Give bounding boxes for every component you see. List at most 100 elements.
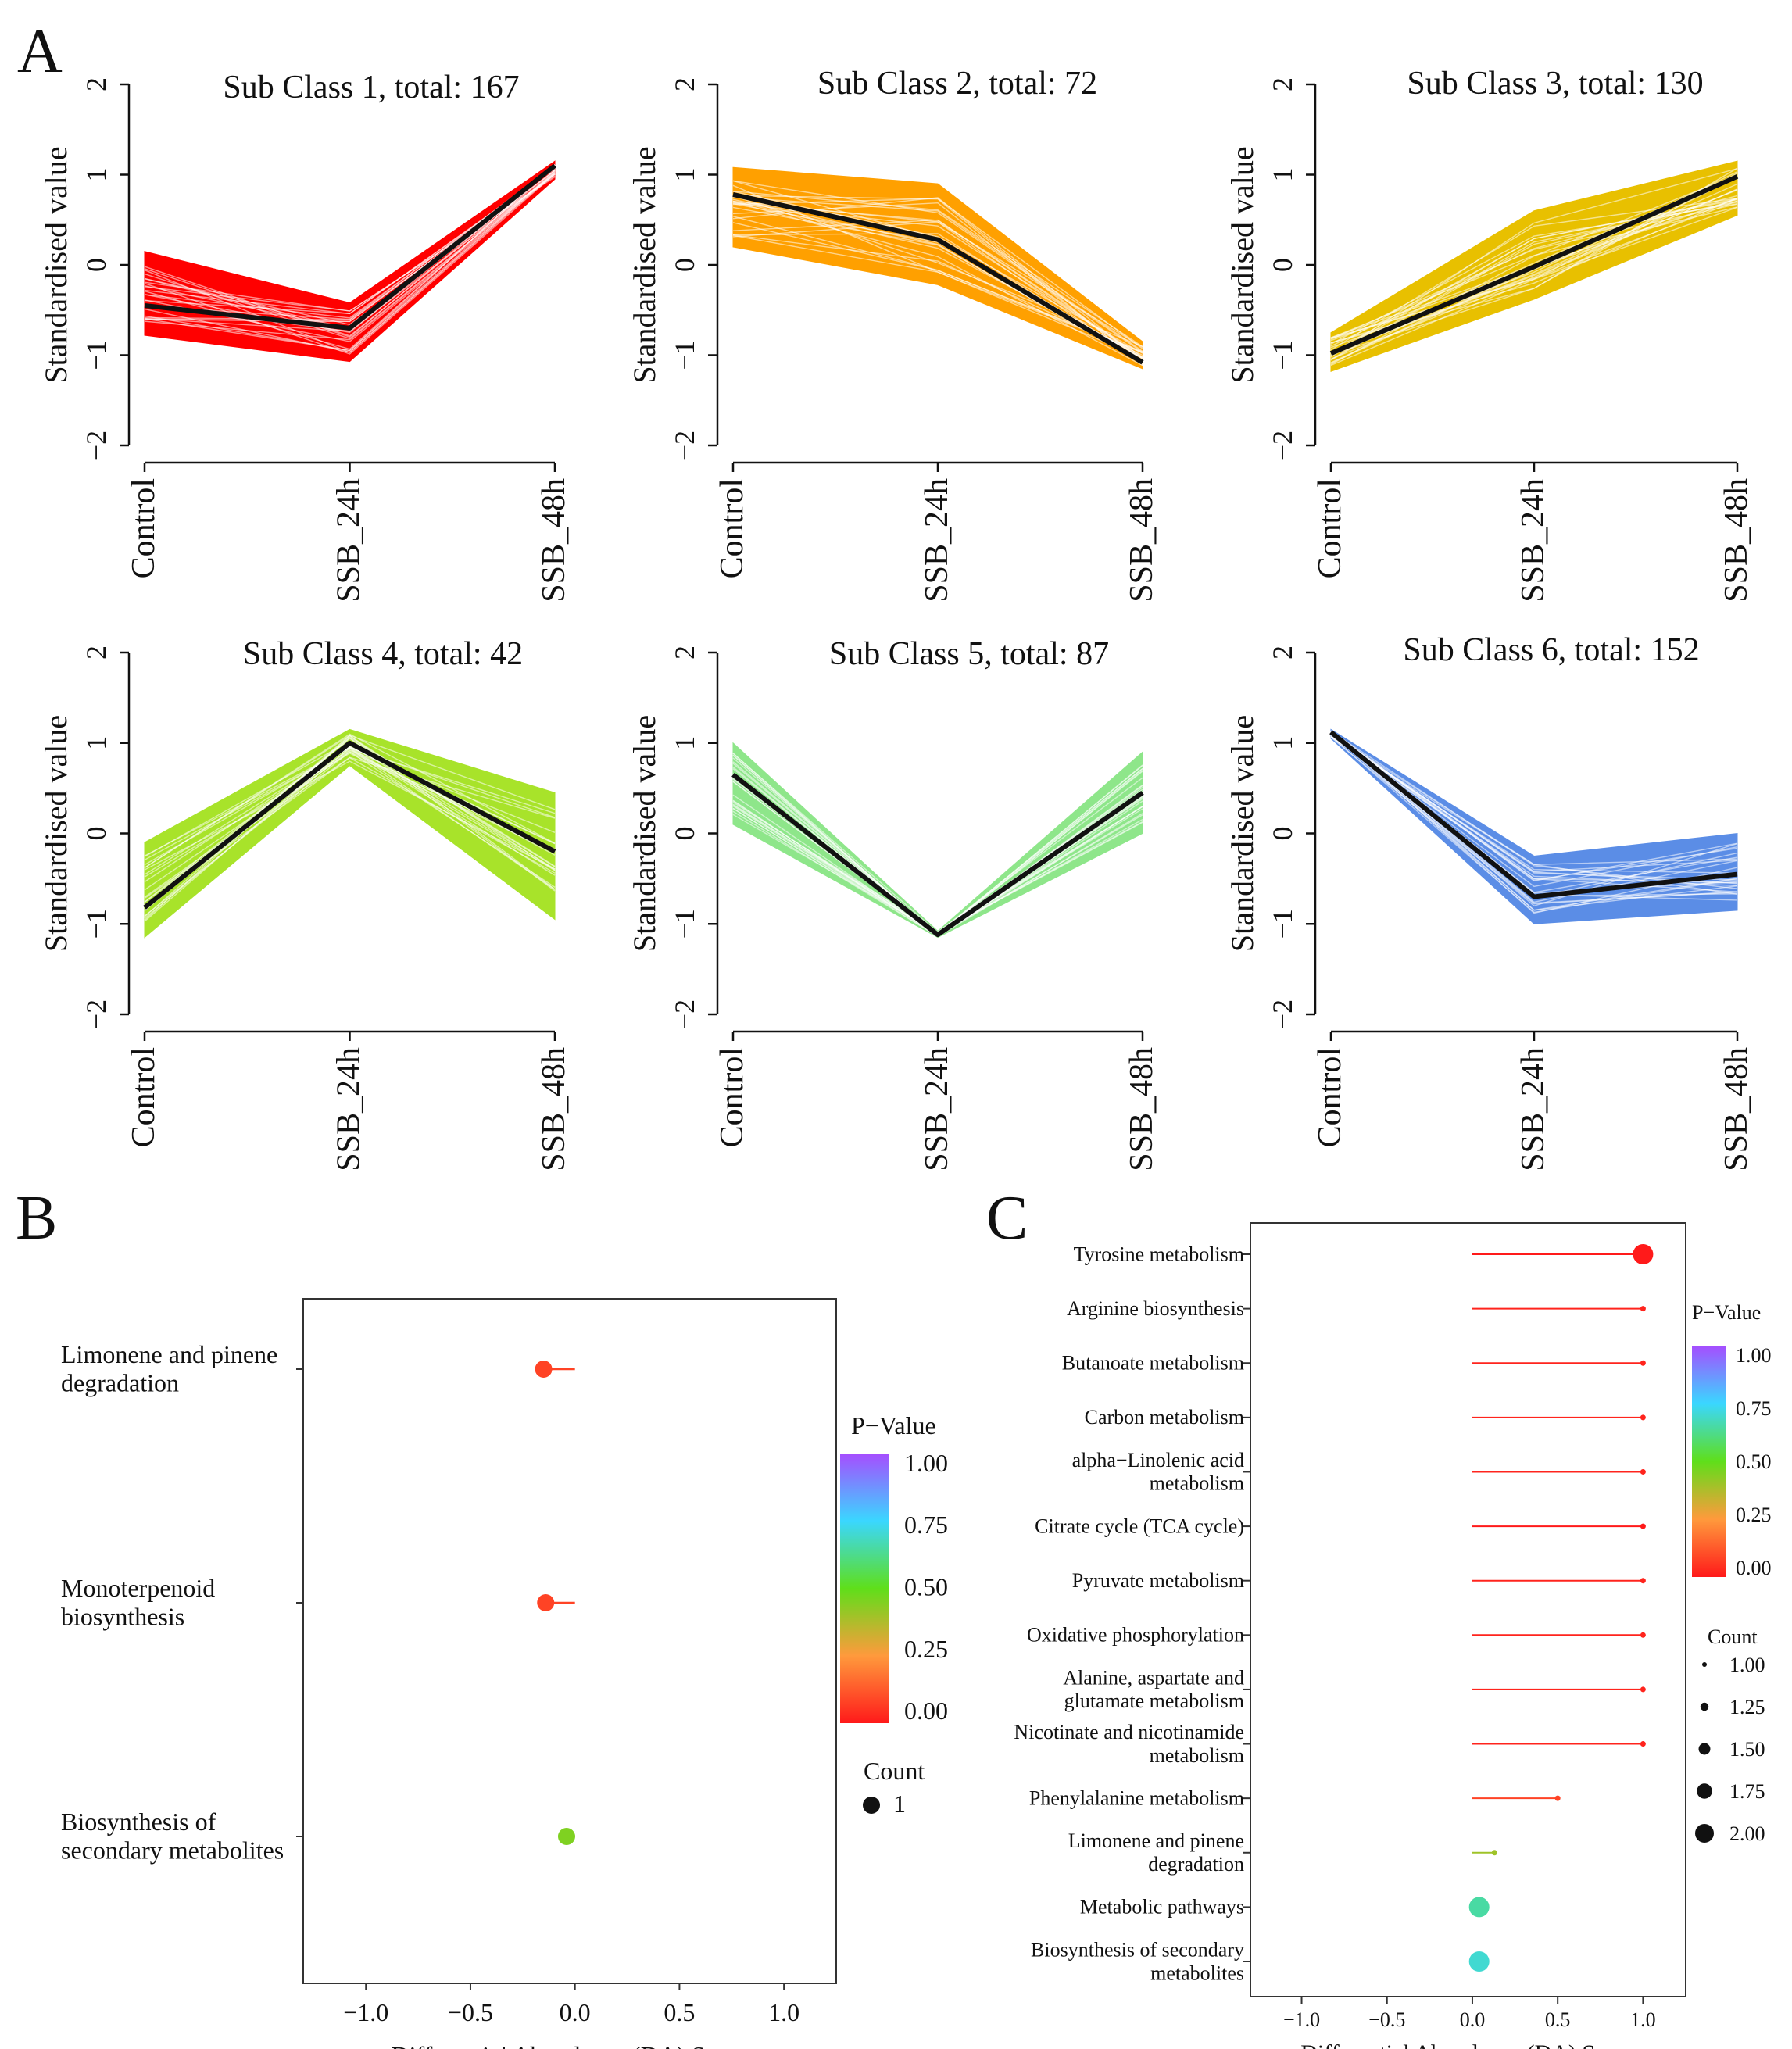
pathway-label: Butanoate metabolism [1062,1352,1244,1375]
profile-line [1330,200,1738,339]
pathway-label: Limonene and pinene [61,1340,277,1368]
pathway-label: biosynthesis [61,1603,184,1631]
pathway-label: degradation [1148,1853,1244,1876]
x-tick-label: 0.0 [560,1998,591,2026]
y-tick-label: 0 [80,258,112,272]
legend-pvalue-tick: 0.50 [904,1573,948,1601]
profile-line [732,219,1143,358]
pathway-label: Pyruvate metabolism [1072,1569,1244,1592]
profile-line [1330,188,1738,360]
x-tick-label: SSB_24h [331,478,367,603]
profile-line [1330,731,1738,911]
y-tick-label: 0 [1267,827,1298,841]
legend-colorbar [1692,1346,1726,1577]
y-tick-label: 2 [669,645,700,660]
profile-line [732,201,1143,367]
data-point [1640,1632,1646,1638]
legend-count-label: 1.75 [1729,1780,1765,1803]
data-point [1640,1578,1646,1584]
x-tick-label: 1.0 [768,1998,799,2026]
profile-line [144,749,556,891]
y-tick-label: 1 [80,736,112,750]
data-point [557,1828,575,1845]
mean-line [1329,730,1738,899]
y-tick-label: −2 [669,431,700,460]
chart-title: Sub Class 4, total: 42 [243,636,523,672]
y-axis-title: Standardised value [1225,146,1260,383]
y-tick-label: 1 [1267,168,1298,182]
x-tick-label: Control [714,1047,750,1147]
profile-line [1330,733,1738,896]
profile-line [732,221,1143,349]
profile-line [1330,198,1738,356]
pathway-label: metabolism [1150,1472,1244,1495]
x-tick-label: SSB_24h [331,1047,367,1171]
legend-pvalue-tick: 1.00 [904,1449,948,1477]
legend-count-label: 2.00 [1729,1822,1765,1845]
profile-line [144,176,556,312]
profile-line [144,736,556,917]
subclass-6-chart: −2 −1 0 1 2 Standardised value Control SSB_24h S… [1225,632,1754,1171]
y-tick-label: 1 [669,736,700,750]
data-point [1640,1306,1646,1312]
data-point [1554,1795,1561,1801]
y-tick-label: −1 [80,909,112,939]
x-tick-label: Control [1312,1047,1348,1147]
data-point [1640,1360,1646,1366]
y-tick-label: 0 [669,258,700,272]
legend-count-dot [1702,1662,1707,1667]
x-tick-label: 0.0 [1460,2008,1486,2031]
x-tick-label: 0.5 [664,1998,695,2026]
data-point [1468,1897,1490,1918]
pathway-label: metabolism [1150,1744,1244,1767]
pathway-label: Biosynthesis of [61,1808,216,1836]
mean-line [144,163,556,331]
legend-pvalue-title: P−Value [1692,1301,1761,1324]
profile-line [732,222,1143,353]
profile-line [1330,200,1738,361]
pathway-label: metabolites [1150,1961,1244,1984]
pathway-label: secondary metabolites [61,1836,284,1865]
y-tick-label: −2 [669,999,700,1029]
x-tick-label: −0.5 [1368,2008,1405,2031]
x-tick-label: SSB_48h [1124,1047,1160,1171]
x-tick-label: 1.0 [1630,2008,1656,2031]
legend-count-dot [863,1797,880,1814]
y-tick-label: −2 [1267,999,1298,1029]
x-tick-label: −1.0 [343,1998,388,2026]
plot-frame [302,1298,837,1984]
y-tick-label: 2 [1267,645,1298,660]
pathway-label: Metabolic pathways [1080,1896,1244,1918]
data-point [1640,1414,1646,1421]
legend-count-dot [1697,1783,1712,1799]
legend-pvalue-tick: 0.75 [1736,1397,1772,1420]
y-axis-title: Standardised value [1225,715,1260,952]
x-tick-label: SSB_48h [536,478,572,603]
x-axis-title: Differential Abundance (DA) Score [391,2041,748,2049]
da-score-chart-c: −1.0 −0.5 0.0 0.5 1.0 Differential Abundance … [1014,1222,1772,2049]
legend-pvalue-tick: 0.75 [904,1511,948,1539]
profile-line [144,171,556,339]
pathway-label: Arginine biosynthesis [1067,1297,1244,1320]
x-tick-label: SSB_24h [919,478,955,603]
mean-line [732,191,1144,365]
legend-count-title: Count [864,1757,925,1785]
x-tick-label: SSB_24h [1515,1047,1551,1171]
profile-line [732,196,1143,352]
profile-line [1330,730,1738,882]
y-tick-label: 2 [80,77,112,91]
y-tick-label: −1 [1267,909,1298,939]
profile-line [144,173,556,326]
legend-pvalue-tick: 0.00 [904,1697,948,1725]
panel-label-c: C [986,1184,1028,1253]
legend-count-dot [1698,1743,1711,1755]
data-point [535,1361,553,1378]
profile-line [144,733,556,869]
legend-count-label: 1.00 [1729,1654,1765,1676]
x-tick-label: SSB_24h [1515,478,1551,603]
y-tick-label: −1 [1267,340,1298,370]
pathway-label: Biosynthesis of secondary [1031,1938,1244,1961]
cluster-band [732,742,1143,939]
y-tick-label: −2 [80,999,112,1029]
